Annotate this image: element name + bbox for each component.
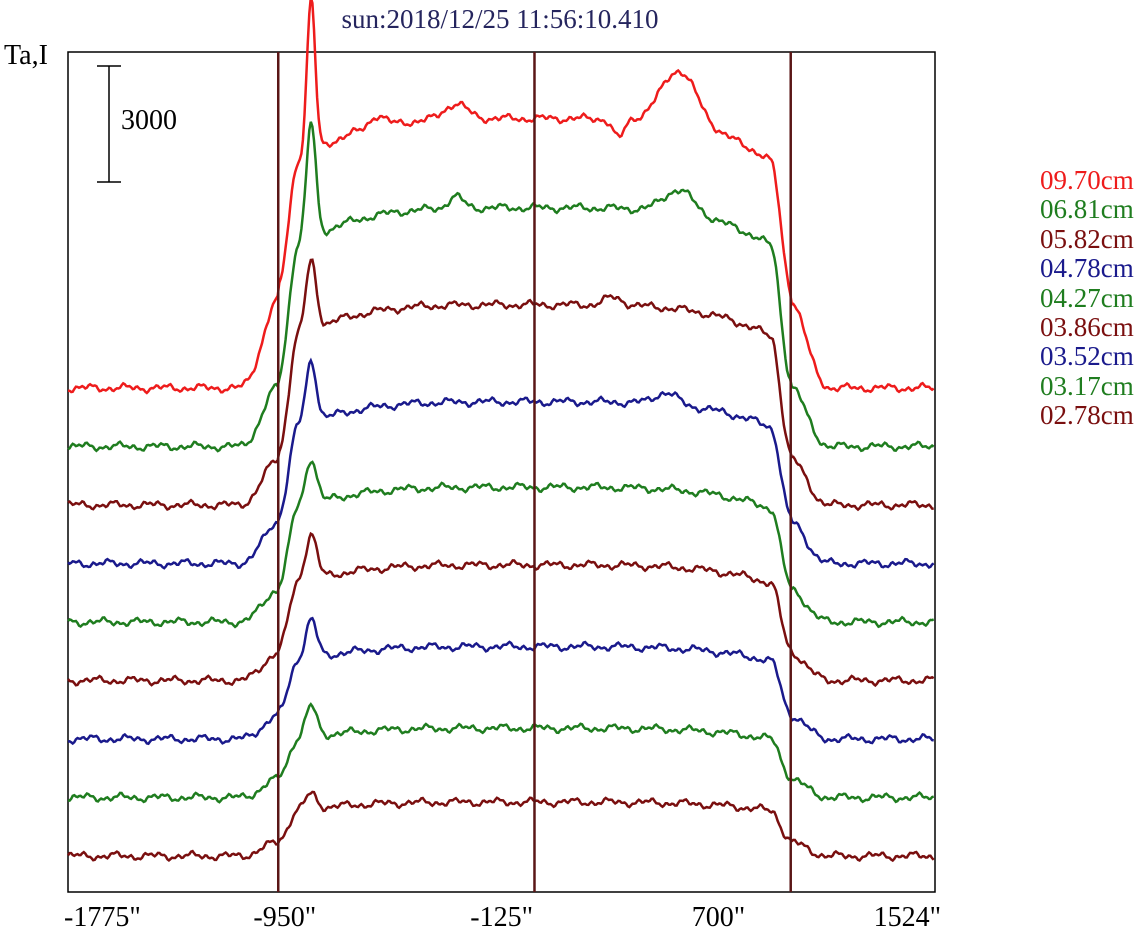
legend-entry: 02.78cm xyxy=(1040,400,1134,431)
legend-entry: 04.78cm xyxy=(1040,253,1134,284)
x-tick-label: 700" xyxy=(691,902,746,933)
vertical-markers xyxy=(276,52,792,892)
series-line xyxy=(67,357,935,570)
series-line xyxy=(67,616,934,746)
scale-bar xyxy=(97,65,121,183)
legend: 09.70cm 06.81cm 05.82cm 04.78cm 04.27cm 03.86… xyxy=(1040,165,1134,431)
series-line xyxy=(67,258,934,512)
legend-entry: 09.70cm xyxy=(1040,165,1134,195)
x-tick-label: 1524" xyxy=(873,902,941,933)
x-tick-label: -1775" xyxy=(64,902,141,933)
legend-entry: 05.82cm xyxy=(1040,223,1134,254)
series-layer xyxy=(66,0,935,863)
legend-entry: 03.86cm xyxy=(1040,312,1134,343)
series-line xyxy=(67,531,935,688)
series-line xyxy=(67,121,935,453)
x-tick-label: -125" xyxy=(470,902,534,933)
series-line xyxy=(67,460,935,629)
y-axis-label: Ta,I xyxy=(4,40,48,71)
chart-title: sun:2018/12/25 11:56:10.410 xyxy=(341,4,659,34)
series-line xyxy=(67,0,935,395)
legend-entry: 04.27cm xyxy=(1040,282,1134,313)
plot-frame xyxy=(67,51,936,893)
legend-entry: 03.52cm xyxy=(1040,341,1134,372)
legend-entry: 03.17cm xyxy=(1040,370,1134,401)
x-tick-label: -950" xyxy=(253,902,317,933)
scale-bar-label: 3000 xyxy=(121,105,177,136)
series-line xyxy=(67,702,935,804)
series-line xyxy=(66,790,935,863)
legend-entry: 06.81cm xyxy=(1040,194,1134,225)
